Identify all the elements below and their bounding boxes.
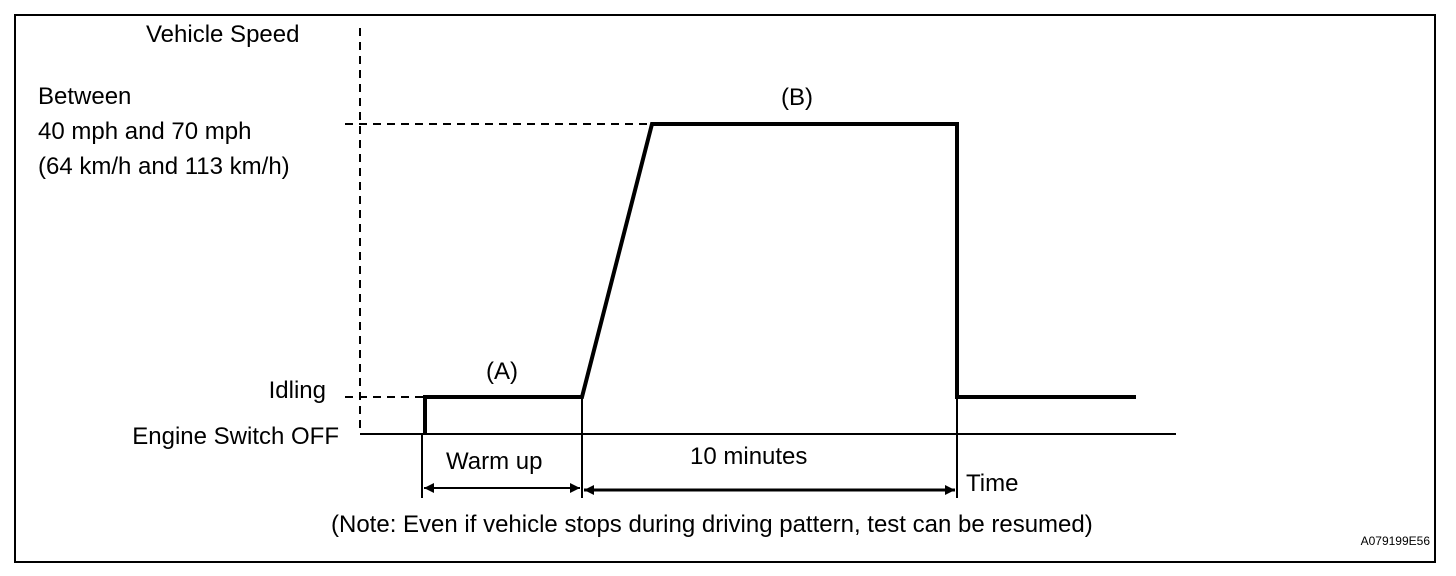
ten-minutes-label: 10 minutes <box>690 443 808 470</box>
segment-a-label: (A) <box>486 358 518 385</box>
figure-id: A079199E56 <box>1360 534 1430 548</box>
y-axis-label: Vehicle Speed <box>146 21 300 48</box>
speed-range-line3: (64 km/h and 113 km/h) <box>38 153 290 180</box>
engine-switch-off-label: Engine Switch OFF <box>132 423 339 450</box>
idling-label: Idling <box>268 377 326 404</box>
speed-range-line2: 40 mph and 70 mph <box>38 118 252 145</box>
speed-range-line1: Between <box>38 83 132 110</box>
figure-frame <box>14 14 1436 563</box>
segment-b-label: (B) <box>781 84 813 111</box>
driving-pattern-trace <box>423 122 1136 434</box>
warm-up-label: Warm up <box>446 448 543 475</box>
x-axis-label: Time <box>966 470 1019 497</box>
note-text: (Note: Even if vehicle stops during driv… <box>331 511 1093 538</box>
